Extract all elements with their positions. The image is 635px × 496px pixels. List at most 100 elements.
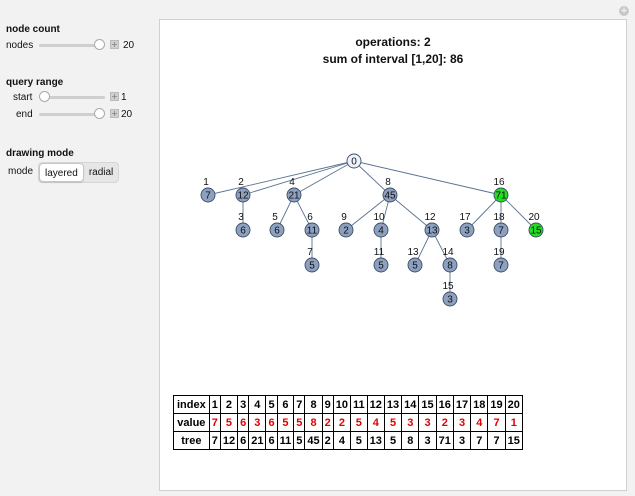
tree-node-index: 7 [307, 247, 313, 258]
tree-node [286, 187, 302, 203]
end-slider-track [39, 113, 105, 116]
table-cell: 3 [418, 431, 437, 450]
tree-node-value: 13 [426, 226, 438, 237]
table-cell: 13 [383, 395, 403, 414]
table-cell: 15 [504, 431, 523, 450]
table-cell: 6 [265, 431, 278, 450]
table-row-index: index 1 2 3 4 5 6 7 8 9 10 11 12 13 14 1… [173, 395, 523, 414]
tree-edge [353, 160, 391, 196]
tree-edge [242, 160, 355, 196]
table-cell: 5 [219, 413, 239, 432]
table-cell: 6 [237, 431, 250, 450]
table-cell: 5 [350, 413, 368, 432]
tree-node-value: 5 [309, 261, 315, 272]
end-plus-icon[interactable]: + [110, 109, 119, 118]
tree-node-value: 11 [307, 226, 318, 237]
end-value: 20 [121, 109, 133, 120]
table-cell: 5 [293, 413, 306, 432]
table-cell: 5 [383, 431, 403, 450]
table-cell: 1 [504, 413, 523, 432]
table-cell: 4 [366, 413, 385, 432]
tree-node [493, 222, 509, 238]
start-value: 1 [121, 92, 127, 103]
row-label-index: index [173, 395, 210, 414]
tree-node-value: 6 [240, 226, 246, 237]
tree-node [424, 222, 440, 238]
tree-node-index: 3 [238, 212, 244, 223]
tree-node [304, 257, 320, 273]
controls-panel: node count nodes + 20 query range start … [0, 0, 158, 496]
table-cell: 7 [208, 413, 221, 432]
table-cell: 7 [487, 431, 506, 450]
table-cell: 6 [276, 395, 295, 414]
table-cell: 20 [504, 395, 523, 414]
segment-tree-graph: 0711226321465116574582941051113125138143… [200, 153, 544, 307]
table-cell: 3 [452, 413, 472, 432]
start-slider-thumb[interactable] [39, 91, 50, 102]
nodes-label: nodes [6, 40, 34, 51]
nodes-plus-icon[interactable]: + [110, 40, 119, 49]
table-cell: 71 [435, 431, 454, 450]
mode-option-layered[interactable]: layered [39, 163, 84, 182]
table-cell: 7 [487, 413, 506, 432]
end-slider[interactable] [39, 108, 105, 120]
table-cell: 45 [304, 431, 323, 450]
tree-node-value: 8 [447, 261, 453, 272]
tree-node-index: 20 [528, 212, 540, 223]
end-slider-thumb[interactable] [94, 108, 105, 119]
table-cell: 4 [248, 395, 267, 414]
tree-node-value: 7 [498, 226, 504, 237]
expand-corner-icon[interactable]: + [619, 6, 629, 16]
table-cell: 9 [321, 395, 334, 414]
table-cell: 13 [366, 431, 385, 450]
tree-node-value: 71 [495, 191, 507, 202]
table-cell: 11 [350, 395, 368, 414]
tree-edge [353, 160, 502, 196]
tree-node-value: 5 [412, 261, 418, 272]
tree-node-value: 7 [205, 191, 211, 202]
start-plus-icon[interactable]: + [110, 92, 119, 101]
table-cell: 2 [219, 395, 239, 414]
table-cell: 19 [487, 395, 506, 414]
tree-edge [466, 194, 502, 231]
table-cell: 2 [332, 413, 352, 432]
table-cell: 3 [401, 413, 420, 432]
table-cell: 18 [470, 395, 489, 414]
tree-node-index: 6 [307, 212, 313, 223]
table-cell: 7 [208, 431, 221, 450]
table-cell: 2 [321, 431, 334, 450]
tree-node-index: 19 [493, 247, 505, 258]
tree-edge [207, 160, 355, 196]
tree-node [528, 222, 544, 238]
tree-node-index: 17 [459, 212, 471, 223]
start-slider[interactable] [39, 91, 105, 103]
tree-node-index: 12 [424, 212, 436, 223]
table-cell: 3 [452, 431, 472, 450]
mode-selector[interactable]: layered radial [38, 162, 120, 183]
table-cell: 5 [383, 413, 403, 432]
nodes-slider[interactable] [39, 39, 105, 51]
tree-node-value: 45 [384, 191, 396, 202]
tree-node-value: 7 [498, 261, 504, 272]
table-cell: 6 [237, 413, 250, 432]
tree-node-value: 4 [378, 226, 384, 237]
table-row-tree: tree 7 12 6 21 6 11 5 45 2 4 5 13 5 8 3 … [173, 431, 523, 450]
table-cell: 3 [418, 413, 437, 432]
tree-node-value: 5 [378, 261, 384, 272]
table-cell: 8 [304, 395, 323, 414]
tree-node [407, 257, 423, 273]
tree-edge [345, 194, 391, 231]
table-cell: 17 [452, 395, 472, 414]
start-slider-track [39, 96, 105, 99]
table-cell: 14 [401, 395, 420, 414]
tree-edge [389, 194, 433, 231]
nodes-slider-thumb[interactable] [94, 39, 105, 50]
table-cell: 4 [332, 431, 352, 450]
start-label: start [13, 92, 33, 103]
table-cell: 8 [401, 431, 420, 450]
tree-node-index: 9 [341, 212, 347, 223]
tree-node-index: 8 [385, 177, 391, 188]
table-cell: 15 [418, 395, 437, 414]
row-label-value: value [173, 413, 210, 432]
mode-option-radial[interactable]: radial [88, 167, 114, 178]
